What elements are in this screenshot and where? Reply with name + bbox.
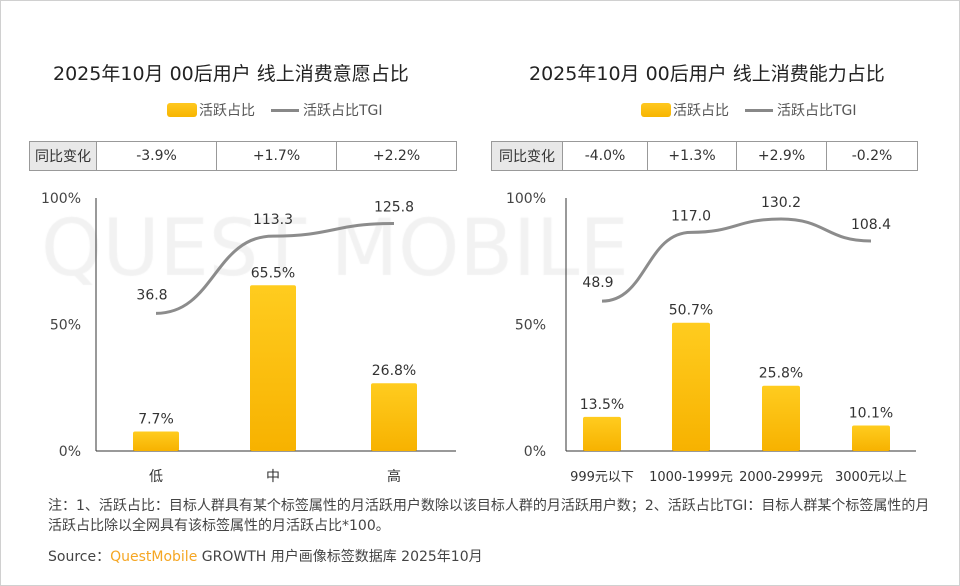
legend-bar-label: 活跃占比 xyxy=(673,103,729,119)
bar xyxy=(762,385,800,451)
yoy-table-left: 同比变化 -3.9% +1.7% +2.2% xyxy=(29,141,457,171)
y-tick-label: 0% xyxy=(59,444,81,460)
bar-value-label: 65.5% xyxy=(251,265,295,281)
tgi-line xyxy=(601,217,872,303)
legend-bar-swatch xyxy=(641,103,671,117)
yoy-cell: -4.0% xyxy=(562,141,648,171)
tgi-value-label: 48.9 xyxy=(582,275,613,291)
bar-value-label: 7.7% xyxy=(138,412,174,428)
source-prefix: Source： xyxy=(48,549,111,565)
legend-line-swatch xyxy=(271,108,299,112)
legend-line-label: 活跃占比TGI xyxy=(303,103,383,119)
legend-bar-swatch xyxy=(167,103,197,117)
tgi-value-label: 113.3 xyxy=(253,212,293,228)
bar xyxy=(672,322,710,451)
yoy-table-right: 同比变化 -4.0% +1.3% +2.9% -0.2% xyxy=(491,141,918,171)
bar-value-label: 26.8% xyxy=(372,363,416,379)
y-tick-label: 50% xyxy=(50,318,81,334)
legend-right: 活跃占比 活跃占比TGI xyxy=(641,100,857,120)
y-tick-label: 50% xyxy=(515,318,546,334)
bar xyxy=(250,285,296,451)
x-tick-label: 3000元以上 xyxy=(835,470,907,485)
tgi-value-label: 130.2 xyxy=(761,195,801,211)
tgi-value-label: 125.8 xyxy=(374,199,414,215)
yoy-cell: -3.9% xyxy=(96,141,217,171)
y-tick-label: 0% xyxy=(524,444,546,460)
yoy-cell: +2.2% xyxy=(336,141,457,171)
y-tick-label: 100% xyxy=(41,191,81,207)
bar xyxy=(852,425,890,451)
legend-left: 活跃占比 活跃占比TGI xyxy=(167,100,383,120)
footer: 注：1、活跃占比：目标人群具有某个标签属性的月活跃用户数除以该目标人群的月活跃用… xyxy=(48,496,938,566)
x-tick-label: 低 xyxy=(149,469,163,485)
yoy-label: 同比变化 xyxy=(491,141,563,171)
bar xyxy=(371,383,417,451)
legend-line-swatch xyxy=(745,108,773,112)
bar xyxy=(583,416,621,451)
tgi-value-label: 117.0 xyxy=(671,208,711,224)
yoy-cell: +2.9% xyxy=(736,141,827,171)
legend-line-label: 活跃占比TGI xyxy=(777,103,857,119)
x-tick-label: 999元以下 xyxy=(570,470,634,485)
source-rest: GROWTH 用户画像标签数据库 2025年10月 xyxy=(197,549,483,565)
tgi-value-label: 108.4 xyxy=(851,217,891,233)
tgi-line xyxy=(155,221,395,315)
source-line: Source：QuestMobile GROWTH 用户画像标签数据库 2025… xyxy=(48,548,938,566)
legend-bar-label: 活跃占比 xyxy=(199,103,255,119)
bar-value-label: 10.1% xyxy=(849,405,893,421)
y-tick-label: 100% xyxy=(506,191,546,207)
yoy-label: 同比变化 xyxy=(29,141,97,171)
bar-value-label: 13.5% xyxy=(580,397,624,413)
yoy-cell: +1.3% xyxy=(647,141,737,171)
x-tick-label: 高 xyxy=(387,468,401,485)
bar-value-label: 50.7% xyxy=(669,303,713,319)
yoy-cell: -0.2% xyxy=(826,141,918,171)
tgi-value-label: 36.8 xyxy=(136,287,167,303)
chart-title-left: 2025年10月 00后用户 线上消费意愿占比 xyxy=(53,63,409,85)
x-tick-label: 1000-1999元 xyxy=(649,470,733,485)
x-tick-label: 中 xyxy=(266,469,280,485)
bar-value-label: 25.8% xyxy=(759,366,803,382)
bar xyxy=(133,431,179,451)
x-tick-label: 2000-2999元 xyxy=(739,470,823,485)
source-brand: QuestMobile xyxy=(110,549,198,565)
chart-title-right: 2025年10月 00后用户 线上消费能力占比 xyxy=(529,63,885,85)
yoy-cell: +1.7% xyxy=(216,141,337,171)
footnote: 注：1、活跃占比：目标人群具有某个标签属性的月活跃用户数除以该目标人群的月活跃用… xyxy=(48,498,930,534)
